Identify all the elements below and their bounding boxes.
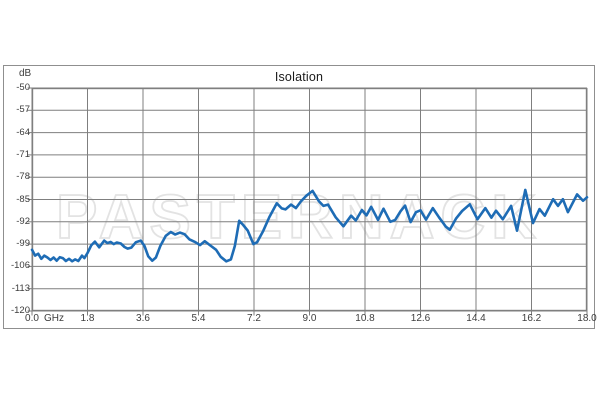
plot-area — [27, 87, 589, 316]
y-tick-label: -50 — [16, 82, 30, 93]
y-tick-label: -113 — [11, 282, 30, 294]
grid-svg — [27, 87, 588, 316]
x-tick-label: 10.8 — [355, 313, 375, 324]
y-tick-label: -57 — [16, 104, 30, 116]
y-tick-label: -99 — [16, 238, 30, 250]
y-tick-label: -92 — [16, 215, 30, 227]
x-tick-label: 0.0 — [25, 313, 39, 324]
y-tick-label: -64 — [16, 126, 30, 138]
y-tick-label: -78 — [16, 171, 30, 183]
chart-title: Isolation — [274, 70, 324, 84]
x-tick-label: 9.0 — [302, 313, 317, 324]
x-tick-label: 12.6 — [410, 313, 431, 324]
plot-border — [31, 87, 588, 312]
x-tick-label: 16.2 — [521, 313, 542, 324]
x-axis-unit-label: GHz — [44, 313, 64, 324]
x-tick-label: 14.4 — [466, 313, 486, 324]
y-tick-label: -71 — [16, 148, 30, 160]
y-tick-label: -85 — [16, 193, 30, 205]
x-tick-label: 7.2 — [247, 313, 261, 324]
x-tick-label: 3.6 — [136, 313, 150, 324]
x-tick-label: 1.8 — [80, 313, 95, 324]
x-tick-label: 18.0 — [577, 313, 597, 324]
y-tick-label: -106 — [10, 260, 30, 272]
y-axis-unit-label: dB — [19, 68, 32, 79]
y-tick-label: -120 — [10, 305, 30, 316]
x-tick-label: 5.4 — [191, 313, 206, 324]
line-svg — [30, 188, 589, 263]
chart-frame: dB Isolation PASTERNACK -50 -57 -64 -71 -78-… — [3, 65, 597, 329]
data-line — [30, 188, 589, 263]
